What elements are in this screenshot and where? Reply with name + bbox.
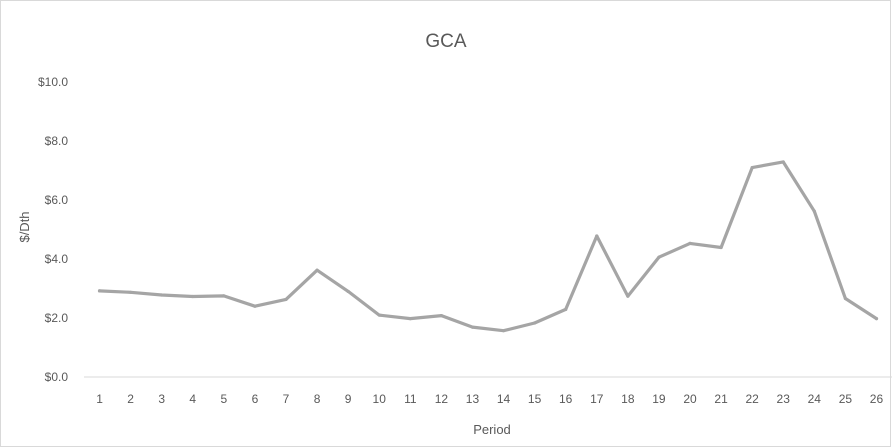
- data-point: [812, 209, 816, 213]
- x-tick-label: 14: [497, 392, 511, 406]
- x-axis-title: Period: [473, 422, 511, 437]
- x-tick-label: 17: [590, 392, 604, 406]
- data-point: [129, 290, 133, 294]
- data-point: [564, 307, 568, 312]
- x-tick-label: 19: [652, 392, 666, 406]
- data-point: [253, 304, 257, 308]
- x-tick-label: 4: [189, 392, 196, 406]
- data-point: [843, 296, 847, 301]
- data-point: [284, 297, 288, 302]
- data-point: [595, 234, 599, 238]
- y-axis-ticks: $0.0 $2.0 $4.0 $6.0 $8.0 $10.0: [38, 75, 68, 384]
- y-tick-label: $10.0: [38, 75, 68, 89]
- data-point: [688, 241, 692, 245]
- y-axis-title: $/Dth: [17, 211, 32, 242]
- x-tick-label: 15: [528, 392, 542, 406]
- data-point: [315, 268, 319, 272]
- data-point: [377, 313, 381, 317]
- data-point: [470, 325, 475, 329]
- x-tick-label: 7: [283, 392, 290, 406]
- y-tick-label: $8.0: [45, 134, 69, 148]
- x-tick-label: 22: [745, 392, 759, 406]
- x-tick-label: 8: [314, 392, 321, 406]
- y-tick-label: $4.0: [45, 252, 69, 266]
- x-tick-label: 12: [435, 392, 449, 406]
- data-point: [501, 329, 506, 333]
- x-tick-label: 16: [559, 392, 573, 406]
- x-tick-label: 10: [373, 392, 387, 406]
- data-point: [719, 245, 723, 250]
- data-points: [97, 160, 879, 333]
- y-tick-label: $0.0: [45, 370, 69, 384]
- y-tick-label: $2.0: [45, 311, 69, 325]
- data-point: [781, 160, 785, 164]
- x-tick-label: 26: [870, 392, 884, 406]
- x-tick-label: 3: [158, 392, 165, 406]
- x-tick-label: 18: [621, 392, 635, 406]
- data-point: [191, 294, 195, 299]
- x-tick-label: 9: [345, 392, 352, 406]
- x-tick-label: 23: [777, 392, 791, 406]
- data-point: [160, 293, 164, 297]
- x-tick-label: 5: [221, 392, 228, 406]
- x-tick-label: 11: [404, 392, 417, 406]
- data-point: [97, 289, 102, 293]
- chart-title: GCA: [425, 31, 467, 52]
- data-point: [874, 316, 879, 321]
- x-tick-label: 6: [252, 392, 259, 406]
- y-tick-label: $6.0: [45, 193, 69, 207]
- data-point: [408, 316, 412, 321]
- x-tick-label: 1: [96, 392, 103, 406]
- data-point: [222, 294, 226, 298]
- data-point: [657, 255, 661, 259]
- x-tick-label: 21: [714, 392, 728, 406]
- data-point: [533, 321, 537, 325]
- x-tick-label: 20: [683, 392, 697, 406]
- x-tick-label: 25: [839, 392, 853, 406]
- x-tick-label: 13: [466, 392, 480, 406]
- data-point: [346, 289, 350, 294]
- x-axis-ticks: 1 2 3 4 5 6 7 8 9 10 11 12 13 14 15 16 17 18 19 20 21 22 23 24 2…: [96, 392, 883, 406]
- x-tick-label: 24: [808, 392, 822, 406]
- data-point: [626, 294, 630, 298]
- x-tick-label: 2: [127, 392, 134, 406]
- series-line: [97, 160, 879, 333]
- data-point: [439, 314, 443, 318]
- data-point: [750, 165, 754, 170]
